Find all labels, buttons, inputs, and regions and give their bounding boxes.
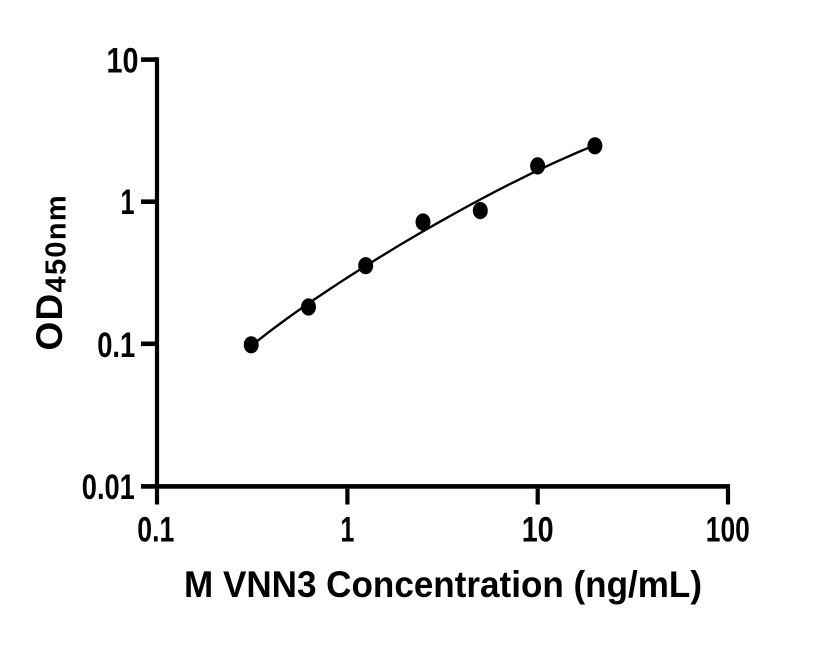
svg-text:0.1: 0.1 (97, 325, 135, 365)
svg-text:0.01: 0.01 (82, 467, 135, 507)
svg-text:10: 10 (107, 40, 139, 80)
svg-text:M VNN3 Concentration (ng/mL): M VNN3 Concentration (ng/mL) (184, 564, 702, 605)
svg-text:100: 100 (706, 510, 750, 550)
svg-text:10: 10 (522, 510, 554, 550)
svg-text:OD450nm: OD450nm (29, 194, 73, 351)
svg-text:0.1: 0.1 (137, 510, 174, 550)
svg-text:1: 1 (121, 182, 135, 222)
svg-text:1: 1 (340, 510, 354, 550)
